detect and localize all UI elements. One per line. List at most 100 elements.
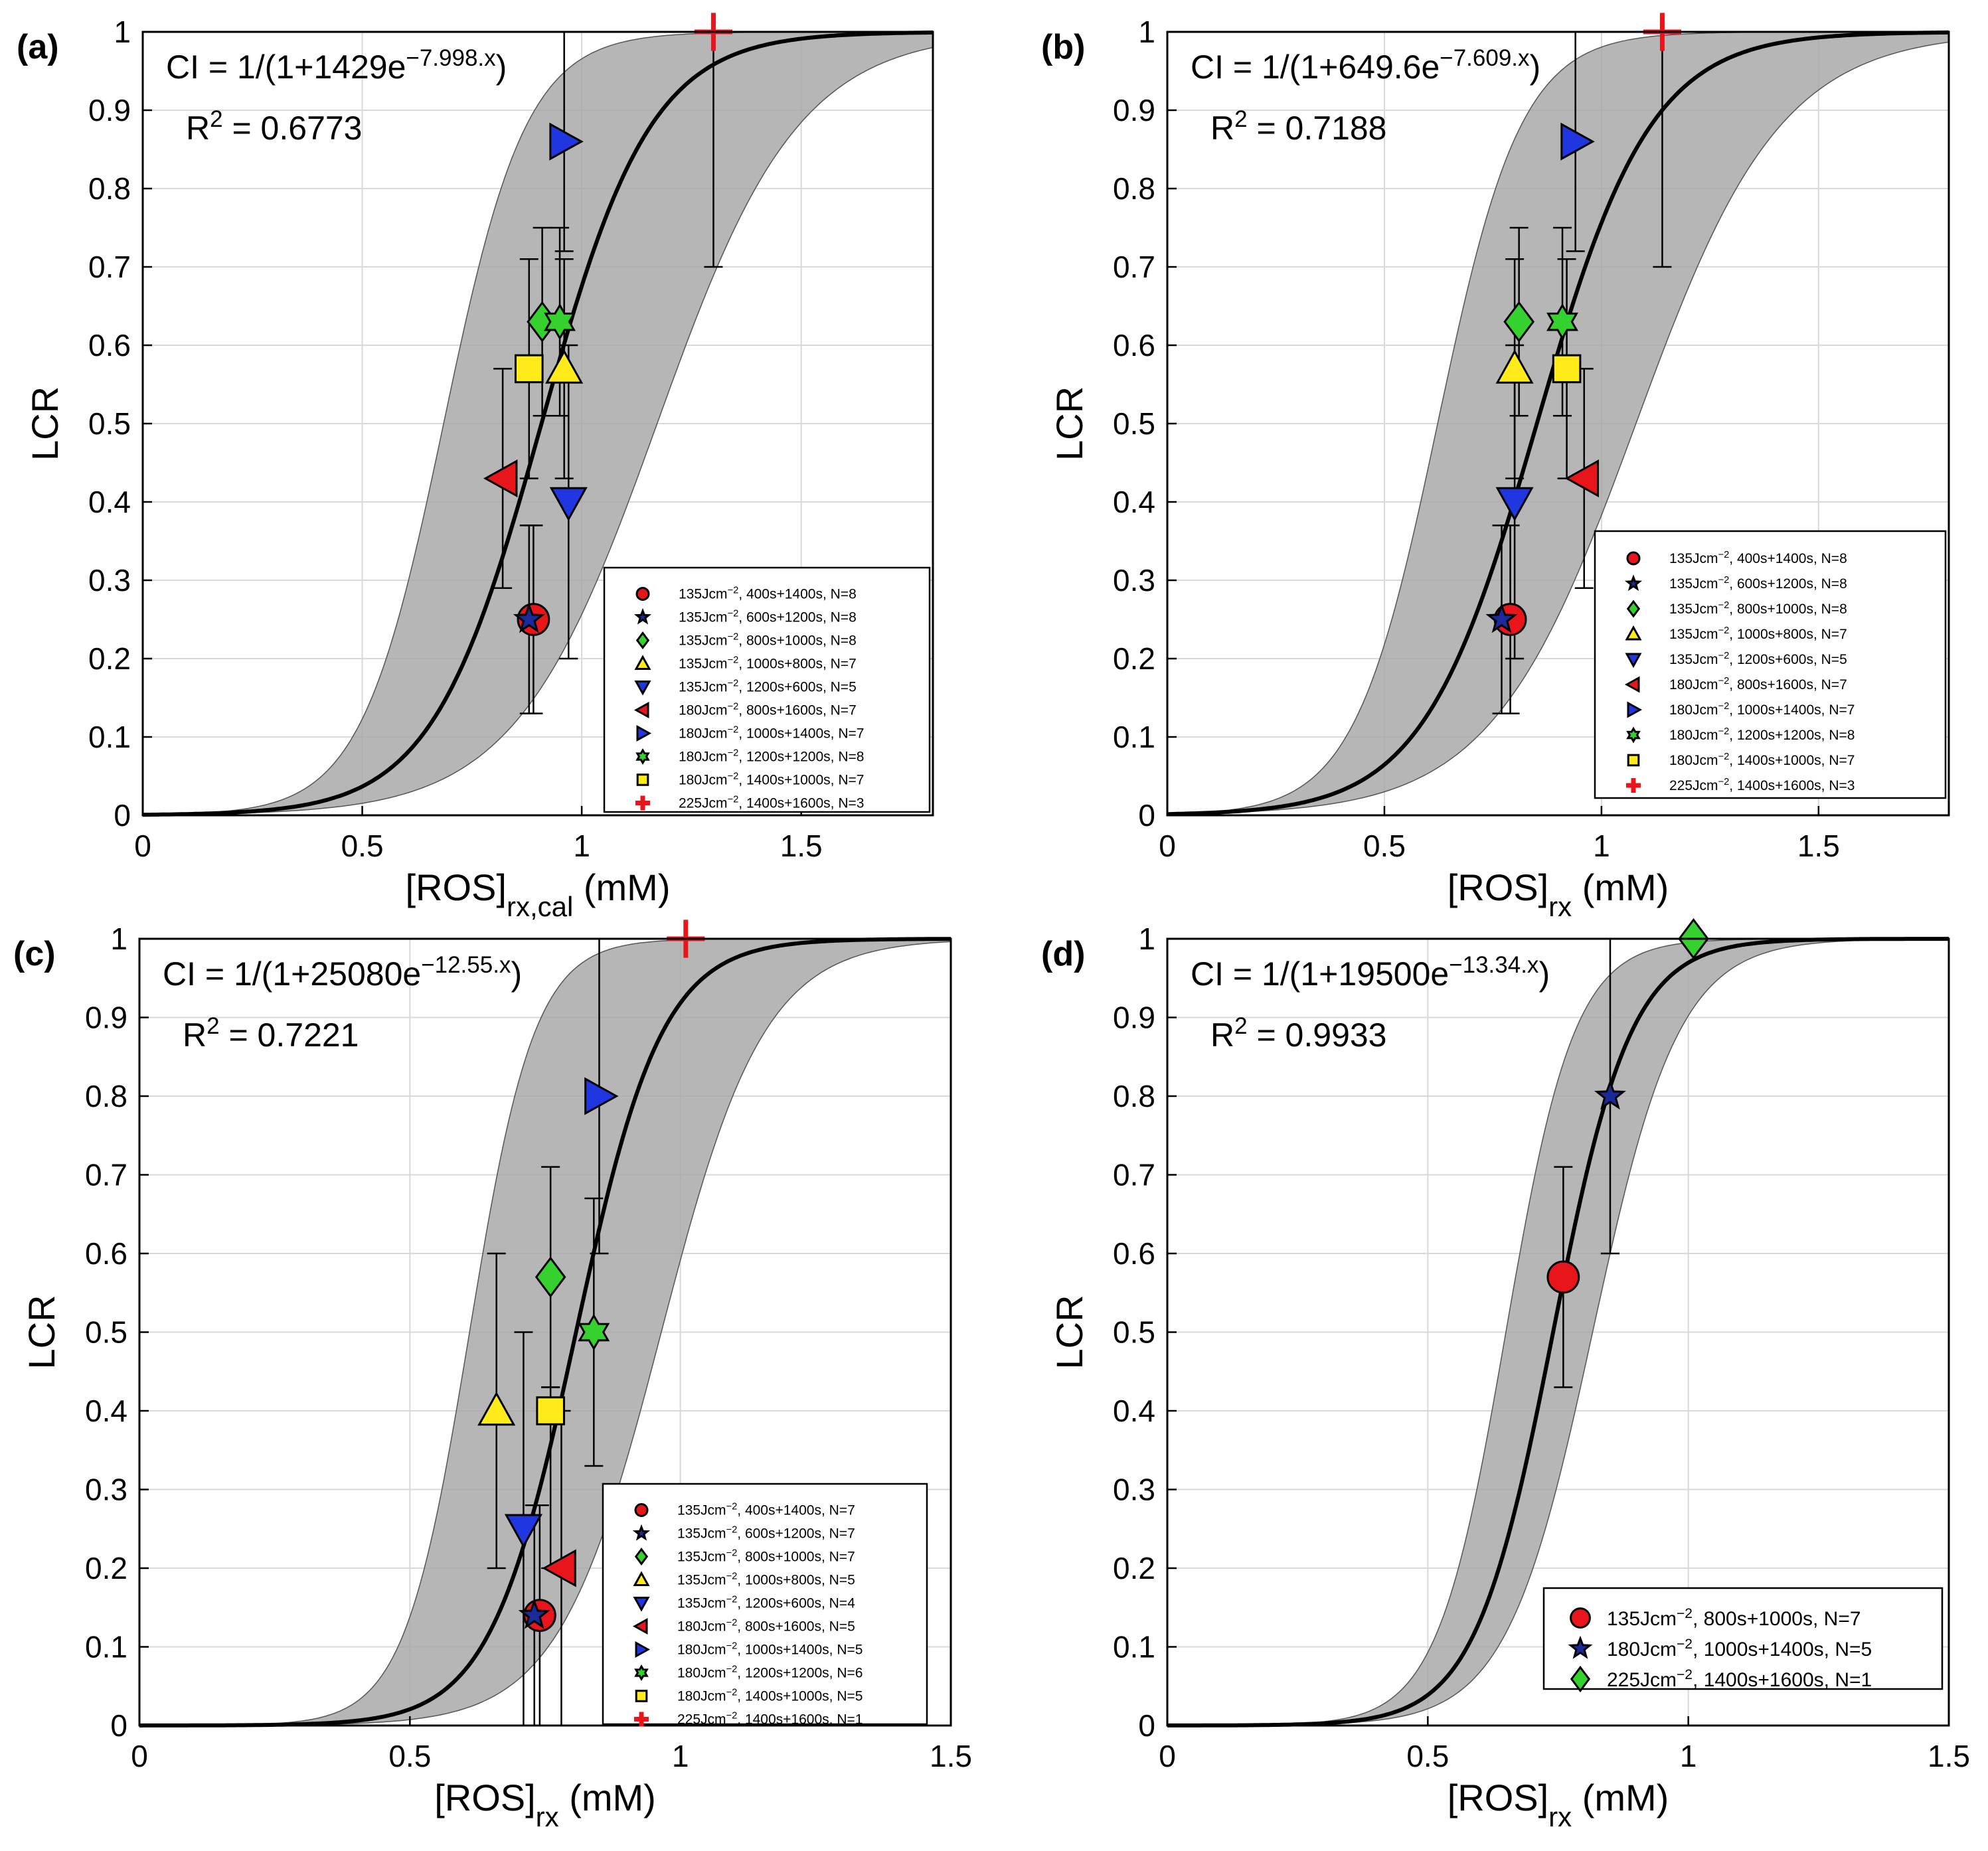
x-tick-label: 1: [672, 1739, 689, 1773]
legend-entry: 180Jcm−2, 1000s+1400s, N=7: [679, 725, 864, 742]
legend-entry: 135Jcm−2, 600s+1200s, N=7: [677, 1525, 855, 1542]
x-axis-title: [ROS]rx (mM): [1448, 1777, 1669, 1832]
data-point-diamond: [535, 1256, 566, 1298]
legend-marker-diamond: [635, 631, 650, 649]
data-point-triangle-down: [549, 487, 588, 522]
y-tick-label: 0.1: [1113, 1630, 1155, 1664]
legend-marker-triangle-right: [1627, 701, 1643, 718]
legend-entry: 225Jcm−2, 1400s+1600s, N=1: [1607, 1667, 1872, 1692]
legend-entry: 225Jcm−2, 1400s+1600s, N=3: [1669, 777, 1855, 793]
legend-marker-square: [1627, 754, 1640, 767]
x-tick-label: 0: [1159, 829, 1176, 863]
legend-marker-star: [633, 607, 652, 625]
data-point-triangle-right: [584, 1077, 619, 1115]
y-tick-label: 0.9: [1113, 93, 1155, 127]
legend-marker-triangle-right: [636, 724, 652, 742]
data-point-square: [1552, 354, 1582, 384]
legend: 135Jcm−2, 400s+1400s, N=7 135Jcm−2, 600s+…: [602, 1483, 928, 1728]
y-tick-label: 0.6: [1113, 1236, 1155, 1271]
r-squared: R2 = 0.7188: [1210, 106, 1387, 147]
legend-entry: 180Jcm−2, 1200s+1200s, N=8: [1669, 726, 1855, 743]
y-tick-label: 1: [1138, 922, 1155, 956]
legend-box: [602, 1483, 928, 1726]
legend-entry: 225Jcm−2, 1400s+1600s, N=1: [677, 1711, 863, 1728]
x-tick-label: 1: [1680, 1739, 1697, 1773]
data-point-triangle-up: [477, 1391, 516, 1426]
y-tick-label: 0.2: [88, 641, 131, 676]
legend: 135Jcm−2, 800s+1000s, N=7 180Jcm−2, 1000s…: [1542, 1587, 1944, 1693]
y-axis-title: LCR: [1048, 386, 1090, 461]
legend-entry: 180Jcm−2, 1000s+1400s, N=7: [1669, 701, 1855, 718]
x-tick-label: 0: [131, 1739, 148, 1773]
y-tick-label: 0.3: [85, 1473, 127, 1507]
y-tick-label: 0.1: [1113, 720, 1155, 754]
legend-marker-star: [1624, 574, 1643, 592]
legend-marker-circle: [634, 1503, 649, 1517]
legend-marker-hexagram: [634, 1664, 649, 1681]
chart-panel-a: 0 0.5 1 1.500.10.20.30.40.50.60.70.80.91[RO…: [17, 13, 934, 922]
data-point-triangle-left: [542, 1549, 576, 1587]
legend-box: [1594, 530, 1947, 799]
panel-label: (d): [1041, 935, 1085, 973]
x-tick-label: 1: [573, 829, 590, 863]
y-tick-label: 0.4: [1113, 1394, 1155, 1428]
r-squared: R2 = 0.7221: [183, 1013, 359, 1054]
legend-entry: 135Jcm−2, 1200s+600s, N=5: [679, 679, 857, 695]
legend-entry: 135Jcm−2, 1000s+800s, N=5: [677, 1571, 855, 1588]
fit-curve: [1167, 30, 1949, 817]
panel-label: (b): [1041, 28, 1085, 66]
data-point-triangle-up: [1495, 349, 1534, 384]
y-tick-label: 0.4: [88, 485, 131, 519]
data-point-hexagram: [1546, 303, 1578, 341]
y-axis-title: LCR: [1048, 1295, 1090, 1369]
data-point-square: [536, 1396, 565, 1425]
legend-marker-plus: [1626, 778, 1641, 793]
fit-curve: [142, 30, 934, 817]
r-squared: R2 = 0.9933: [1210, 1013, 1387, 1054]
y-tick-label: 0.7: [88, 250, 131, 284]
legend-entry: 135Jcm−2, 600s+1200s, N=8: [1669, 575, 1847, 592]
y-tick-label: 0.2: [85, 1551, 127, 1585]
y-tick-label: 0.9: [1113, 1001, 1155, 1035]
legend-marker-circle: [635, 587, 650, 601]
y-tick-label: 0.1: [88, 720, 131, 754]
data-point-hexagram: [544, 303, 576, 341]
legend-box: [603, 566, 931, 813]
y-tick-label: 0: [114, 798, 131, 833]
y-tick-label: 0.3: [1113, 563, 1155, 598]
y-tick-label: 0.9: [88, 93, 131, 127]
legend-entry: 135Jcm−2, 1000s+800s, N=7: [1669, 625, 1847, 642]
legend-entry: 135Jcm−2, 400s+1400s, N=8: [679, 586, 857, 602]
y-tick-label: 0.5: [1113, 1315, 1155, 1350]
legend-marker-triangle-up: [1625, 625, 1642, 641]
legend-entry: 180Jcm−2, 800s+1600s, N=7: [679, 702, 857, 718]
legend-entry: 135Jcm−2, 400s+1400s, N=8: [1669, 550, 1847, 566]
data-point-triangle-right: [1560, 122, 1595, 161]
legend-entry: 135Jcm−2, 400s+1400s, N=7: [677, 1502, 855, 1518]
legend-entry: 180Jcm−2, 1400s+1000s, N=7: [1669, 752, 1855, 768]
legend-marker-triangle-right: [635, 1641, 651, 1658]
x-axis-title: [ROS]rx (mM): [434, 1777, 656, 1832]
x-tick-label: 0: [1159, 1739, 1176, 1773]
legend-marker-triangle-left: [633, 701, 649, 719]
legend-marker-triangle-down: [1625, 653, 1642, 669]
x-tick-label: 1.5: [1797, 829, 1840, 863]
y-tick-label: 1: [110, 922, 127, 956]
y-axis-title: LCR: [24, 386, 66, 461]
fit-equation: CI = 1/(1+649.6e−7.609.x): [1191, 45, 1540, 86]
fit-equation: CI = 1/(1+25080e−12.55.x): [163, 952, 522, 993]
y-tick-label: 0: [1138, 1708, 1155, 1743]
legend-entry: 180Jcm−2, 800s+1600s, N=7: [1669, 676, 1847, 692]
legend-entry: 180Jcm−2, 800s+1600s, N=5: [677, 1618, 855, 1635]
y-tick-label: 0: [110, 1708, 127, 1743]
y-tick-label: 0.6: [85, 1236, 127, 1271]
y-tick-label: 0: [1138, 798, 1155, 833]
y-tick-label: 0.2: [1113, 641, 1155, 676]
y-tick-label: 0.8: [85, 1079, 127, 1113]
legend-marker-triangle-up: [633, 1571, 650, 1586]
data-point-triangle-left: [483, 459, 518, 498]
legend-marker-star: [632, 1524, 651, 1541]
legend-entry: 180Jcm−2, 1200s+1200s, N=6: [677, 1664, 863, 1681]
x-tick-label: 0: [134, 829, 151, 863]
